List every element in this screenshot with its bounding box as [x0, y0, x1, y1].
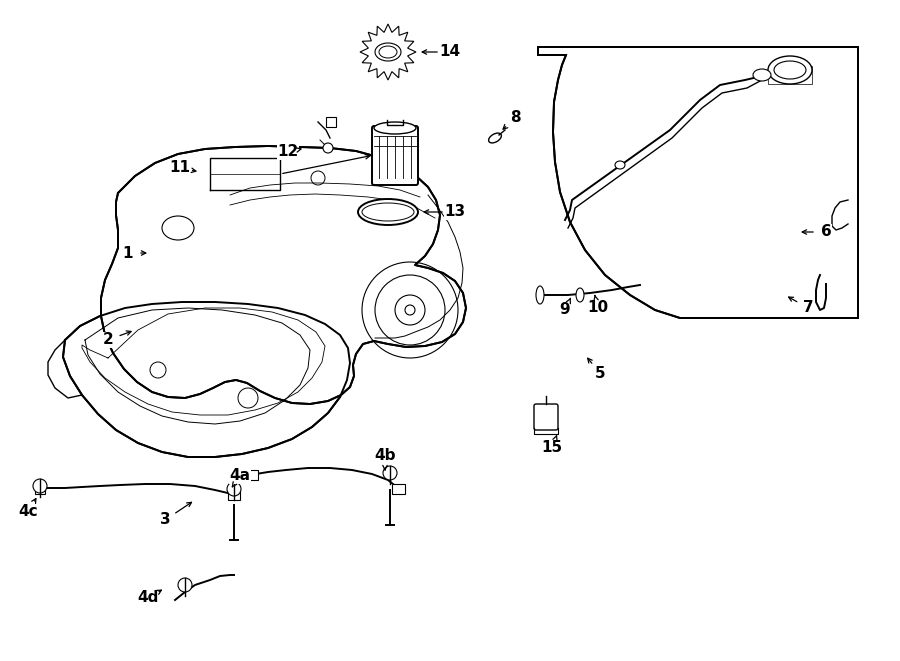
Ellipse shape — [536, 286, 544, 304]
Text: 12: 12 — [277, 145, 299, 159]
Polygon shape — [228, 490, 240, 500]
Ellipse shape — [358, 199, 418, 225]
Text: 13: 13 — [445, 204, 465, 219]
Text: 1: 1 — [122, 245, 133, 260]
FancyBboxPatch shape — [372, 126, 418, 185]
Text: 8: 8 — [509, 110, 520, 126]
Text: 6: 6 — [821, 225, 832, 239]
Text: 4b: 4b — [374, 449, 396, 463]
Polygon shape — [101, 146, 466, 404]
Circle shape — [178, 578, 192, 592]
Text: 4a: 4a — [230, 469, 250, 483]
Text: 9: 9 — [560, 303, 571, 317]
Polygon shape — [768, 66, 812, 84]
Ellipse shape — [768, 56, 812, 84]
Text: 7: 7 — [803, 301, 814, 315]
Text: 4c: 4c — [18, 504, 38, 520]
Ellipse shape — [576, 288, 584, 302]
Text: 2: 2 — [103, 332, 113, 348]
Text: 4d: 4d — [138, 590, 158, 605]
Polygon shape — [35, 484, 45, 494]
Ellipse shape — [162, 216, 194, 240]
Text: 15: 15 — [542, 440, 562, 455]
Circle shape — [323, 143, 333, 153]
FancyBboxPatch shape — [534, 404, 558, 430]
Ellipse shape — [374, 122, 416, 134]
Polygon shape — [245, 470, 258, 480]
Text: 14: 14 — [439, 44, 461, 59]
Circle shape — [383, 466, 397, 480]
Ellipse shape — [362, 203, 414, 221]
Circle shape — [33, 479, 47, 493]
Circle shape — [227, 482, 241, 496]
Ellipse shape — [774, 61, 806, 79]
Polygon shape — [538, 47, 858, 318]
Polygon shape — [360, 24, 416, 80]
Polygon shape — [326, 117, 336, 127]
Text: 10: 10 — [588, 301, 608, 315]
Ellipse shape — [375, 43, 401, 61]
Ellipse shape — [753, 69, 771, 81]
Text: 5: 5 — [595, 366, 606, 381]
Ellipse shape — [489, 133, 501, 143]
Polygon shape — [392, 484, 405, 494]
Text: 3: 3 — [159, 512, 170, 527]
Ellipse shape — [379, 46, 397, 58]
Text: 11: 11 — [169, 161, 191, 176]
Polygon shape — [63, 302, 350, 457]
Ellipse shape — [615, 161, 625, 169]
